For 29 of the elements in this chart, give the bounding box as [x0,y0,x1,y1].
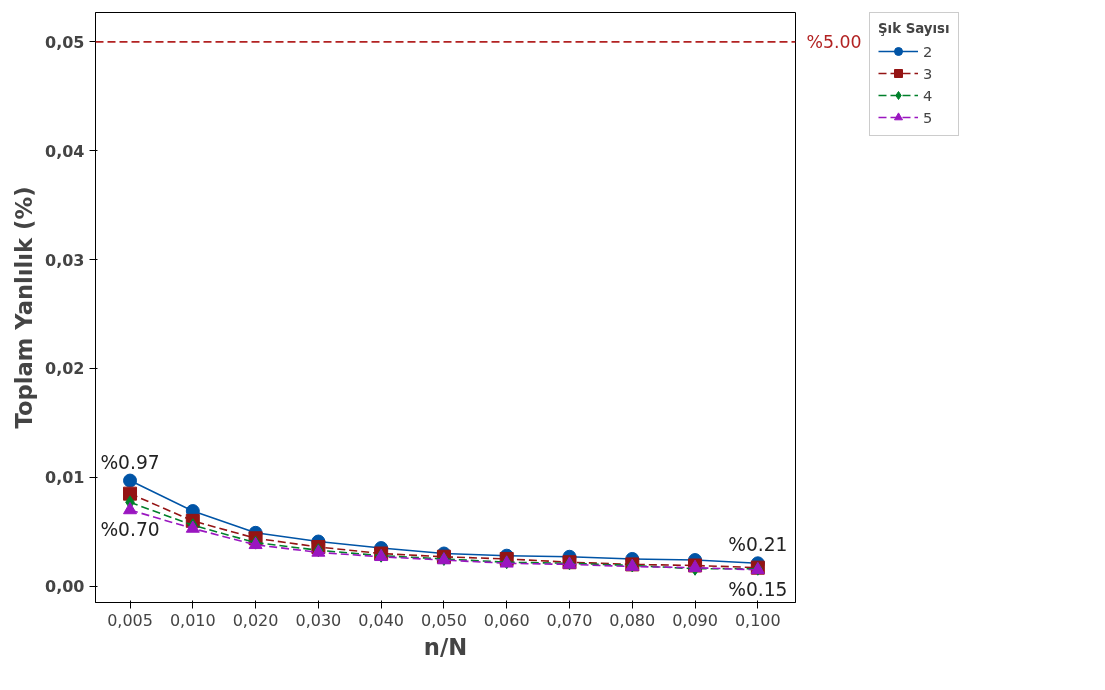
x-tick-label: 0,090 [672,610,718,630]
annotation: %0.97 [100,451,160,473]
x-tick-label: 0,040 [358,610,405,630]
x-tick-label: 0,100 [734,610,781,630]
x-tick-label: 0,080 [609,610,656,630]
legend-label: 5 [923,108,934,126]
y-tick-label: 0,03 [45,250,85,270]
legend-title: Şık Sayısı [878,21,950,36]
y-tick-label: 0,00 [45,577,85,597]
x-tick-label: 0,020 [232,610,279,630]
x-tick-label: 0,050 [421,610,467,630]
ref-line-label: %5.00 [806,31,862,52]
y-axis-title: Toplam Yanlılık (%) [11,186,38,429]
y-tick-label: 0,02 [45,359,85,379]
y-tick-label: 0,04 [45,141,85,161]
annotation: %0.15 [728,578,788,600]
y-tick-label: 0,05 [45,32,85,52]
y-tick-label: 0,01 [45,468,85,488]
annotation: %0.70 [100,518,160,540]
legend-label: 4 [923,86,934,104]
x-tick-label: 0,030 [295,610,342,630]
x-tick-label: 0,005 [107,610,153,630]
x-tick-label: 0,060 [483,610,530,630]
x-tick-label: 0,070 [546,610,593,630]
legend-label: 3 [923,64,934,82]
x-tick-label: 0,010 [169,610,216,630]
legend-label: 2 [923,42,934,60]
annotation: %0.21 [728,534,788,556]
x-axis-title: n/N [423,633,468,660]
